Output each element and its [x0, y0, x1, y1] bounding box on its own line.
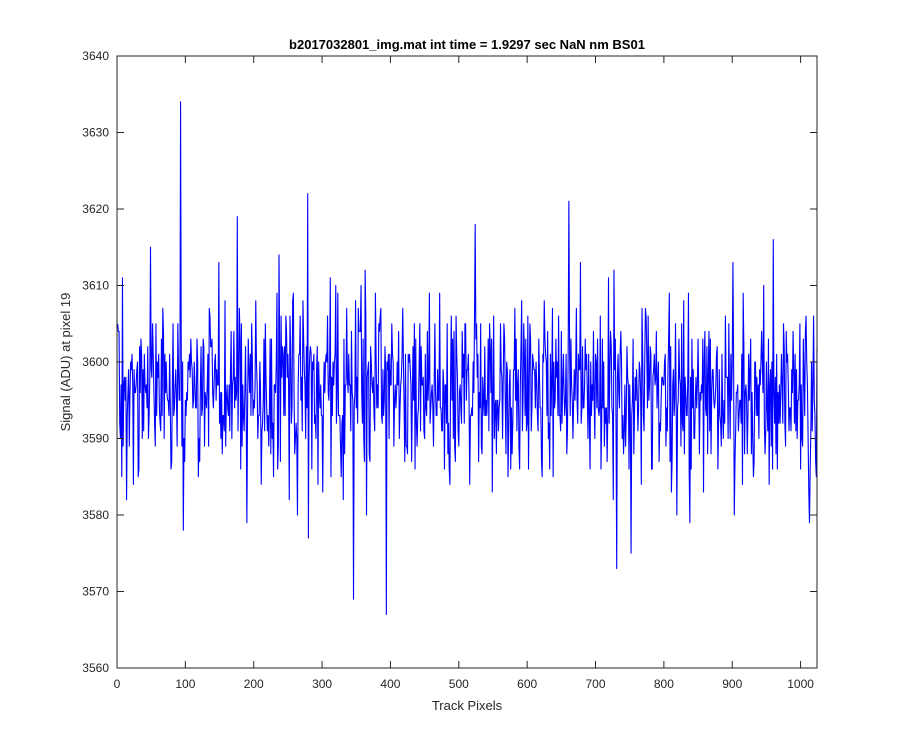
x-tick-label: 300 [312, 677, 332, 691]
y-tick-label: 3560 [82, 661, 109, 675]
chart-title: b2017032801_img.mat int time = 1.9297 se… [289, 37, 645, 52]
x-tick-label: 200 [244, 677, 264, 691]
y-ticks: 3560 3570 3580 3590 3600 3610 3620 3630 3640 [82, 49, 817, 675]
x-tick-label: 1000 [787, 677, 814, 691]
x-tick-label: 100 [175, 677, 195, 691]
x-ticks: 0 100 200 300 400 500 600 700 800 900 1000 [114, 56, 814, 691]
series-line [117, 101, 818, 615]
y-tick-label: 3580 [82, 508, 109, 522]
y-tick-label: 3620 [82, 202, 109, 216]
y-axis-label: Signal (ADU) at pixel 19 [58, 293, 73, 432]
x-tick-label: 400 [380, 677, 400, 691]
x-tick-label: 500 [449, 677, 469, 691]
y-tick-label: 3590 [82, 432, 109, 446]
y-tick-label: 3640 [82, 49, 109, 63]
y-tick-label: 3630 [82, 126, 109, 140]
series-group [117, 101, 818, 615]
x-tick-label: 700 [586, 677, 606, 691]
x-tick-label: 800 [654, 677, 674, 691]
x-tick-label: 600 [517, 677, 537, 691]
plot-area [117, 56, 817, 668]
y-tick-label: 3610 [82, 279, 109, 293]
y-tick-label: 3570 [82, 585, 109, 599]
x-tick-label: 0 [114, 677, 121, 691]
x-axis-label: Track Pixels [432, 698, 503, 713]
x-tick-label: 900 [722, 677, 742, 691]
y-tick-label: 3600 [82, 355, 109, 369]
